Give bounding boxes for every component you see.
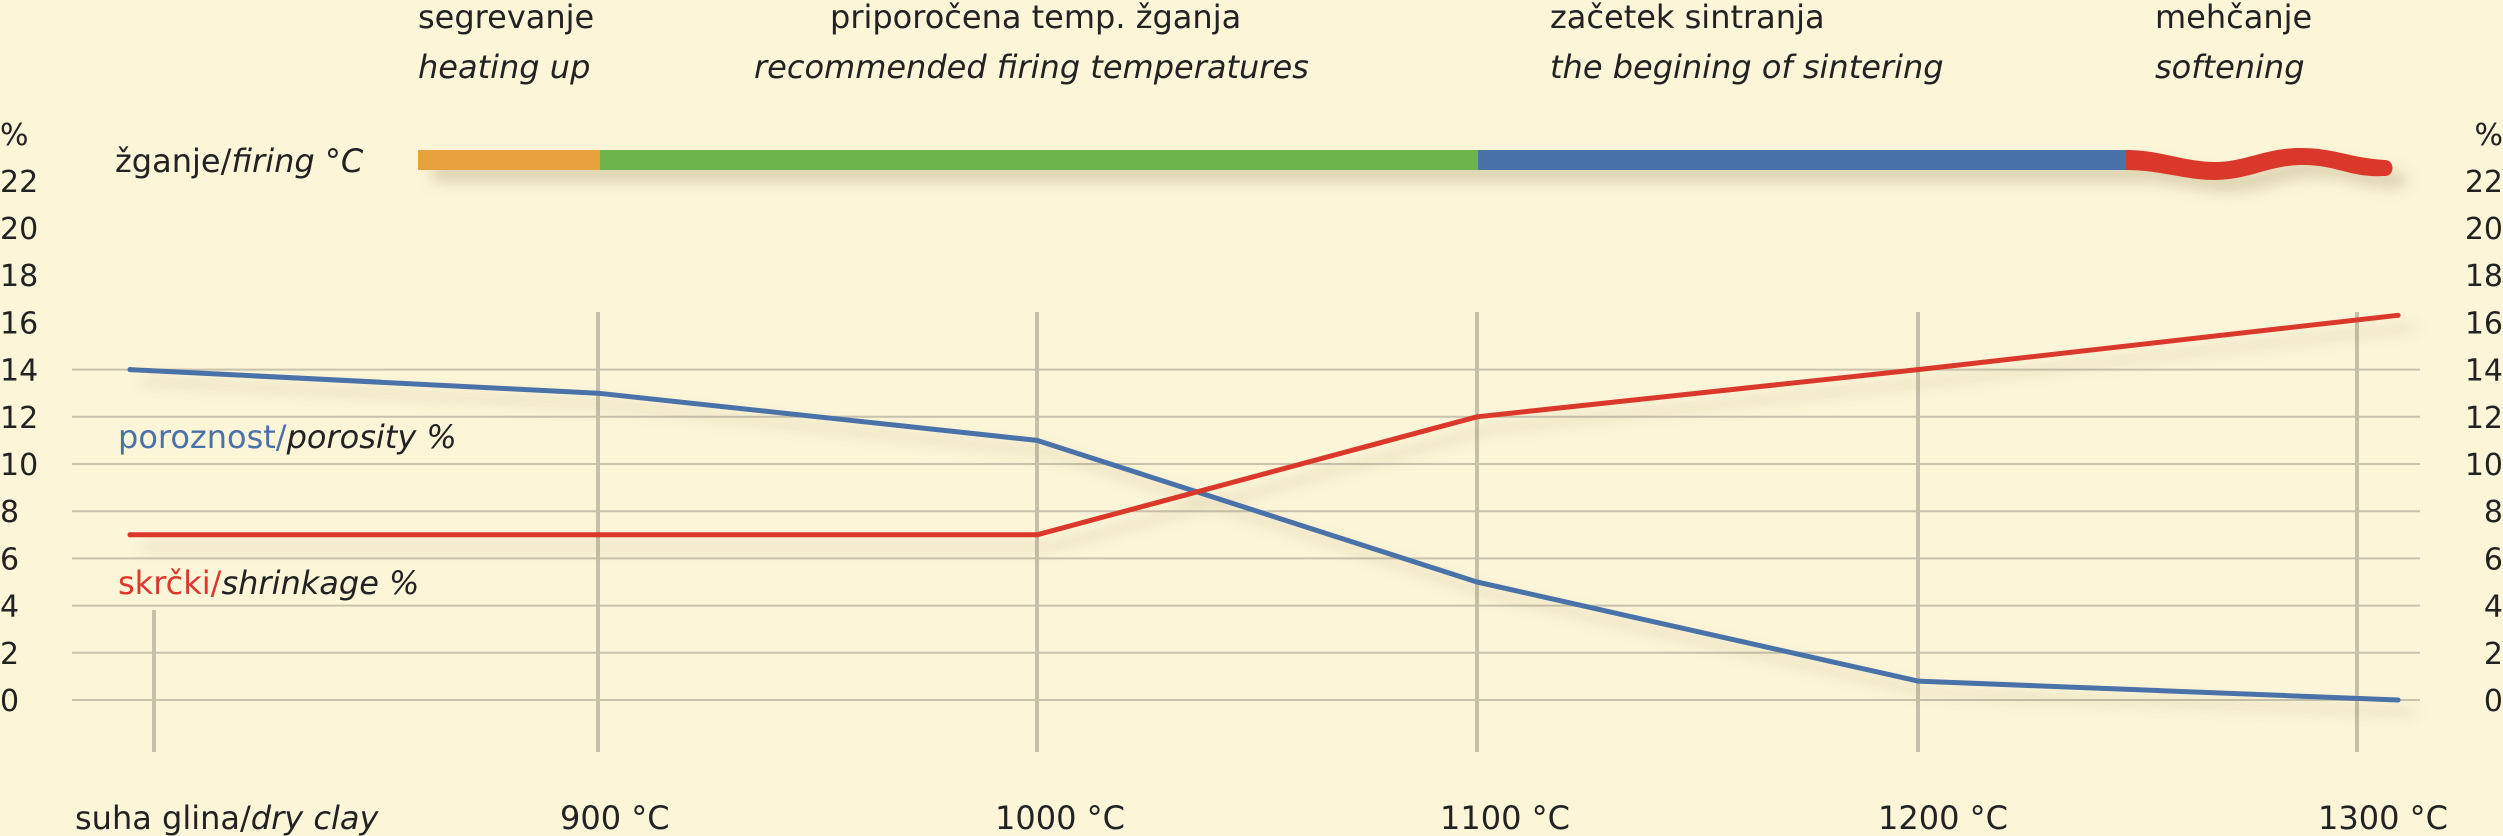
series-0-point-0 <box>127 367 133 373</box>
series-1-point-5 <box>2395 312 2401 318</box>
x-label-2-text: 1000 °C <box>995 799 1125 836</box>
y-tick-right-12: 12 <box>2465 401 2503 436</box>
series-0-point-4 <box>1915 678 1921 684</box>
y-tick-left-0: 0 <box>0 684 19 719</box>
x-label-1: 900 °C <box>560 799 670 836</box>
firing-bar-segment-0 <box>418 150 600 170</box>
y-tick-right-14: 14 <box>2465 354 2503 389</box>
y-tick-right-10: 10 <box>2465 448 2503 483</box>
y-tick-left-12: 12 <box>0 401 38 436</box>
series-0-point-5 <box>2395 697 2401 703</box>
firing-bar-segment-2 <box>1478 150 2130 170</box>
x-label-3-text: 1100 °C <box>1440 799 1570 836</box>
x-label-5-text: 1300 °C <box>2318 799 2448 836</box>
series-label-shrinkage: skrčki/shrinkage % <box>118 564 419 602</box>
series-line-0 <box>127 367 2401 703</box>
series-labels: poroznost/porosity % skrčki/shrinkage % <box>118 418 457 602</box>
y-tick-right-20: 20 <box>2465 212 2503 247</box>
firing-label-italic: firing °C <box>231 142 363 180</box>
y-tick-left-2: 2 <box>0 637 19 672</box>
x-label-2: 1000 °C <box>995 799 1125 836</box>
y-tick-left-16: 16 <box>0 306 38 341</box>
y-tick-right-8: 8 <box>2484 495 2503 530</box>
series-lines <box>127 312 2401 703</box>
stage-1-label: priporočena temp. žganja <box>830 0 1241 36</box>
stage-3-label-en: softening <box>2155 48 2305 86</box>
y-axis-unit-right: % <box>2474 118 2503 153</box>
x-label-3: 1100 °C <box>1440 799 1570 836</box>
y-tick-right-4: 4 <box>2484 590 2503 625</box>
series-label-porosity-text: poroznost/ <box>118 418 287 456</box>
series-0-point-2 <box>1034 437 1040 443</box>
y-tick-right-0: 0 <box>2484 684 2503 719</box>
firing-bar-segment-3 <box>2126 148 2393 180</box>
stage-2-label: začetek sintranja <box>1550 0 1825 36</box>
series-1-point-3 <box>1474 414 1480 420</box>
firing-label-text: žganje/ <box>115 142 232 180</box>
x-label-0: suha glina/dry clay <box>75 799 379 836</box>
x-label-5: 1300 °C <box>2318 799 2448 836</box>
y-tick-left-14: 14 <box>0 354 38 389</box>
x-label-4-text: 1200 °C <box>1878 799 2008 836</box>
x-axis-labels: suha glina/dry clay 900 °C 1000 °C 1100 °C 1… <box>75 799 2448 836</box>
y-tick-left-6: 6 <box>0 542 19 577</box>
y-axis-unit-left: % <box>0 118 29 153</box>
stage-2-label-en: the begining of sintering <box>1550 48 1944 86</box>
x-label-4: 1200 °C <box>1878 799 2008 836</box>
y-tick-right-22: 22 <box>2465 165 2503 200</box>
y-tick-right-18: 18 <box>2465 259 2503 294</box>
series-label-shrinkage-text: skrčki/ <box>118 564 222 602</box>
series-label-porosity: poroznost/porosity % <box>118 418 457 456</box>
y-tick-left-8: 8 <box>0 495 19 530</box>
series-1-point-0 <box>127 532 133 538</box>
grid <box>72 368 2420 701</box>
series-label-shrinkage-italic: shrinkage % <box>221 564 419 602</box>
y-tick-right-2: 2 <box>2484 637 2503 672</box>
y-tick-left-10: 10 <box>0 448 38 483</box>
stage-3-label: mehčanje <box>2155 0 2312 36</box>
stage-0-label: segrevanje <box>418 0 594 36</box>
y-tick-right-16: 16 <box>2465 306 2503 341</box>
y-tick-left-18: 18 <box>0 259 38 294</box>
y-tick-left-20: 20 <box>0 212 38 247</box>
firing-label: žganje/firing °C <box>115 142 364 180</box>
series-line-1 <box>127 312 2401 538</box>
stage-0-label-en: heating up <box>418 48 590 86</box>
stage-1-label-en: recommended firing temperatures <box>754 48 1309 86</box>
stage-header: segrevanje heating up priporočena temp. žg… <box>115 0 2312 180</box>
y-tick-right-6: 6 <box>2484 542 2503 577</box>
x-label-1-text: 900 °C <box>560 799 670 836</box>
firing-bar-segment-1 <box>600 150 1478 170</box>
series-1-point-2 <box>1034 532 1040 538</box>
series-0-point-1 <box>595 390 601 396</box>
x-label-0-text: suha glina/ <box>75 799 251 836</box>
series-0-point-3 <box>1474 579 1480 585</box>
y-tick-left-4: 4 <box>0 590 19 625</box>
series-1-point-4 <box>1915 367 1921 373</box>
series-label-porosity-italic: porosity % <box>286 418 457 456</box>
x-label-0-italic: dry clay <box>251 799 380 836</box>
series-1-point-1 <box>595 532 601 538</box>
firing-bar <box>418 148 2393 180</box>
y-tick-left-22: 22 <box>0 165 38 200</box>
